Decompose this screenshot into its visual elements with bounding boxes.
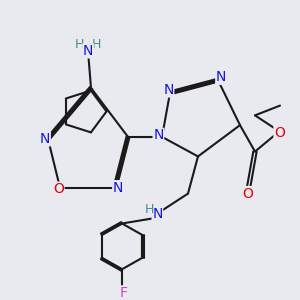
Text: H: H — [75, 38, 84, 51]
Text: O: O — [243, 187, 254, 201]
Text: O: O — [53, 182, 64, 196]
Text: N: N — [163, 83, 174, 97]
Text: N: N — [40, 132, 50, 146]
Text: N: N — [113, 181, 123, 195]
Text: N: N — [83, 44, 93, 58]
Text: H: H — [92, 38, 101, 51]
Text: H: H — [144, 203, 154, 216]
Text: O: O — [274, 126, 285, 140]
Text: N: N — [216, 70, 226, 84]
Text: N: N — [152, 207, 163, 220]
Text: N: N — [153, 128, 164, 142]
Text: F: F — [119, 286, 128, 300]
